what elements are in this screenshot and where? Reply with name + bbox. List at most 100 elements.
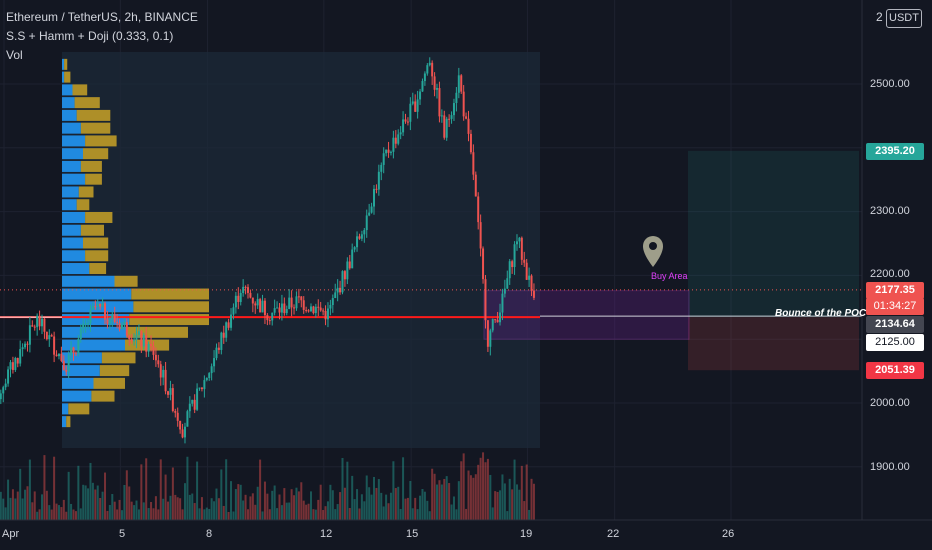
volume-bar [120,510,123,520]
candle-body [520,237,523,260]
candle-body [477,196,480,223]
candle-body [515,241,518,245]
volume-bar [198,508,201,520]
candle-body [433,76,436,90]
vp-up-bar [62,224,81,236]
volume-bar [45,490,48,520]
volume-bar [280,505,283,520]
vp-up-bar [62,275,115,287]
price-tick: 2300.00 [870,205,910,217]
candle-body [91,306,94,310]
candle-body [411,101,414,104]
candle-body [288,297,291,310]
vp-down-bar [114,275,138,287]
candle-body [130,339,133,342]
candle-body [336,287,339,293]
vp-down-bar [80,122,111,134]
volume-bar [515,484,518,520]
volume-bar [213,501,216,520]
volume-bar [50,509,53,520]
candle-body [181,429,184,438]
candle-body [198,387,201,389]
candle-body [53,336,56,355]
candle-body [11,362,14,370]
candle-body [7,369,10,384]
volume-bar [523,501,526,520]
vp-up-bar [62,160,81,172]
volume-bar [266,493,269,520]
volume-bar [302,500,305,520]
volume-bar [230,481,233,520]
candle-body [489,330,492,347]
currency-button[interactable]: USDT [886,9,922,28]
volume-bar [520,465,523,520]
volume-bar [123,484,126,520]
volume-bar [191,493,194,520]
vp-down-bar [76,109,111,121]
volume-bar [254,504,257,520]
candle-body [375,188,378,190]
volume-bar [477,464,480,520]
price-tick: 1900.00 [870,461,910,473]
volume-bar [183,483,186,520]
indicator-legend[interactable]: S.S + Hamm + Doji (0.333, 0.1) [6,29,174,43]
candle-body [101,303,104,307]
candle-body [438,88,441,117]
volume-bar [380,492,383,520]
volume-bar [24,489,27,520]
volume-bar [263,481,266,520]
candle-body [499,312,502,323]
volume-bar [128,486,131,520]
volume-bar [297,491,300,520]
vp-down-bar [66,416,71,428]
volume-bar [135,500,138,520]
volume-bar [528,509,531,520]
vp-up-bar [62,71,65,83]
candle-body [511,261,514,268]
candle-body [96,303,99,307]
volume-bar [324,506,327,520]
volume-bar [339,492,342,520]
candle-body [283,303,286,314]
volume-bar [433,473,436,520]
volume-bar [145,458,148,520]
volume-bar [331,490,334,520]
volume-bar [443,478,446,520]
volume-bar [154,496,157,520]
loss-zone [688,317,859,371]
candle-body [351,249,354,269]
candle-body [237,295,240,302]
candle-body [506,278,509,289]
volume-bar [104,472,107,520]
candle-body [348,261,351,269]
candle-body [334,292,337,299]
volume-bar [532,483,535,520]
volume-bar [368,487,371,520]
candle-body [523,259,526,263]
candle-body [426,65,429,74]
candle-body [414,101,417,112]
volume-bar [426,500,429,520]
volume-bar [317,499,320,520]
candle-body [215,347,218,359]
candle-body [14,358,17,370]
candle-body [314,306,317,314]
vp-up-bar [62,135,86,147]
volume-bar [150,501,153,520]
volume-bar [169,495,172,520]
volume-bar [234,489,237,520]
volume-bar [167,501,170,520]
vp-down-bar [85,135,117,147]
volume-bar [137,509,140,520]
candle-body [147,343,150,352]
candle-body [491,319,494,331]
volume-bar [503,483,506,520]
volume-bar [399,509,402,520]
volume-legend[interactable]: Vol [6,48,23,62]
volume-bar [411,508,414,520]
map-marker-icon[interactable] [643,236,663,267]
candle-body [193,399,196,410]
profit-zone [688,150,859,318]
volume-bar [162,498,165,520]
